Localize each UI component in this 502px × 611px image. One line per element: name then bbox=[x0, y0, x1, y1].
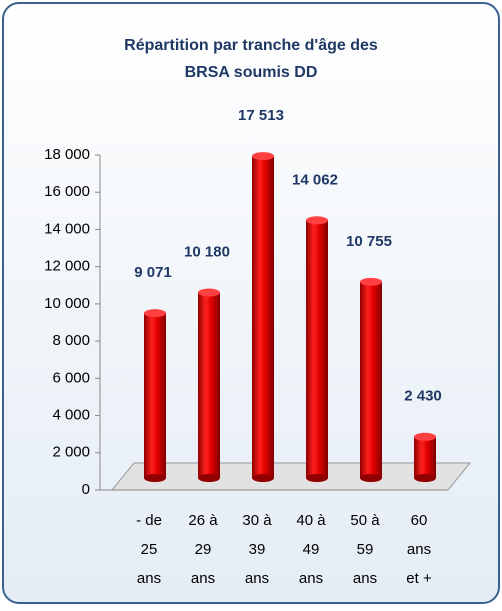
x-tick-label: - de bbox=[136, 512, 162, 529]
value-label: 17 513 bbox=[238, 107, 284, 124]
value-label: 10 180 bbox=[184, 244, 230, 261]
x-tick-label: ans bbox=[353, 570, 377, 587]
bar bbox=[360, 281, 382, 478]
value-label: 10 755 bbox=[346, 233, 392, 250]
y-tick-label: 0 bbox=[82, 481, 90, 498]
bar bbox=[198, 292, 220, 478]
x-tick-label: ans bbox=[245, 570, 269, 587]
x-tick-label: 60 bbox=[411, 512, 428, 529]
chart-title: BRSA soumis DD bbox=[185, 64, 318, 81]
bar bbox=[144, 313, 166, 478]
x-tick-label: 26 à bbox=[188, 512, 218, 529]
bar bbox=[252, 156, 274, 479]
bar bbox=[306, 220, 328, 478]
x-tick-label: 40 à bbox=[296, 512, 326, 529]
x-tick-label: 59 bbox=[357, 541, 374, 558]
bar-base bbox=[360, 474, 382, 482]
value-label: 9 071 bbox=[134, 264, 172, 281]
y-tick-label: 12 000 bbox=[44, 258, 90, 275]
bar-top bbox=[414, 432, 436, 441]
bar-top bbox=[198, 288, 220, 297]
y-tick-label: 18 000 bbox=[44, 146, 90, 163]
bar-top bbox=[360, 277, 382, 286]
y-tick-label: 10 000 bbox=[44, 295, 90, 312]
y-tick-label: 4 000 bbox=[52, 407, 90, 424]
x-tick-label: et + bbox=[406, 570, 432, 587]
bar-base bbox=[144, 474, 166, 482]
bar-base bbox=[198, 474, 220, 482]
bar-base bbox=[414, 474, 436, 482]
value-label: 14 062 bbox=[292, 171, 338, 188]
y-tick-label: 14 000 bbox=[44, 220, 90, 237]
y-tick-label: 8 000 bbox=[52, 332, 90, 349]
y-tick-label: 16 000 bbox=[44, 183, 90, 200]
bar-top bbox=[252, 152, 274, 161]
x-tick-label: ans bbox=[299, 570, 323, 587]
bar-base bbox=[306, 474, 328, 482]
bar-top bbox=[144, 309, 166, 318]
x-tick-label: ans bbox=[191, 570, 215, 587]
bar-base bbox=[252, 474, 274, 482]
x-tick-label: 39 bbox=[249, 541, 266, 558]
x-tick-label: 30 à bbox=[242, 512, 272, 529]
bar-top bbox=[306, 216, 328, 225]
x-tick-label: 50 à bbox=[350, 512, 380, 529]
y-tick-label: 2 000 bbox=[52, 444, 90, 461]
chart-title: Répartition par tranche d'âge des bbox=[124, 37, 378, 54]
x-tick-label: 29 bbox=[195, 541, 212, 558]
x-tick-label: 25 bbox=[141, 541, 158, 558]
x-tick-label: ans bbox=[407, 541, 431, 558]
value-label: 2 430 bbox=[404, 388, 442, 405]
x-tick-label: 49 bbox=[303, 541, 320, 558]
y-tick-label: 6 000 bbox=[52, 369, 90, 386]
x-tick-label: ans bbox=[137, 570, 161, 587]
bar bbox=[414, 436, 436, 478]
